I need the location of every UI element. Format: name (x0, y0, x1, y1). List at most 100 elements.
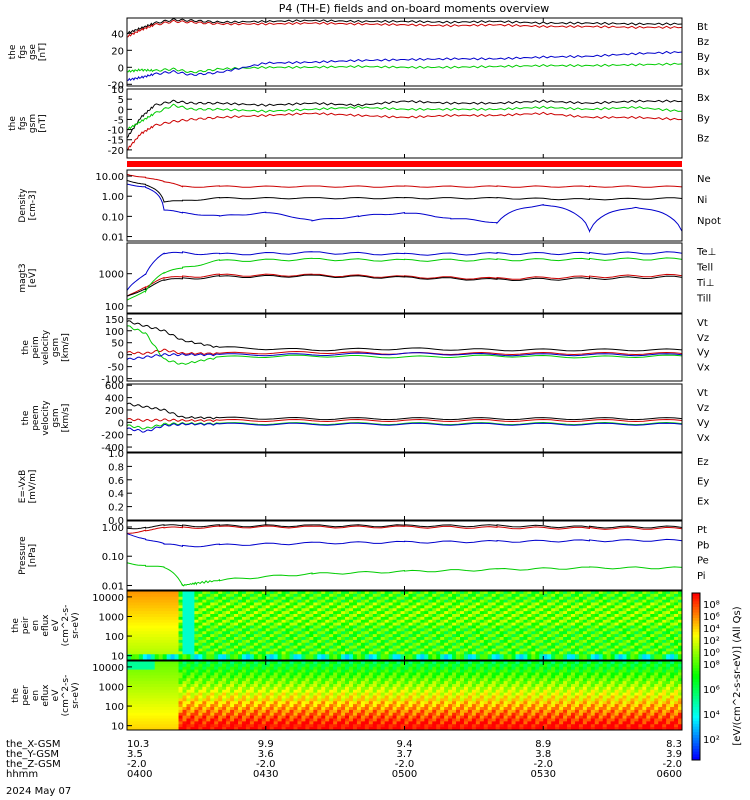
colorbar-tick: 10² (703, 636, 720, 647)
series-pressure-Pi (126, 533, 683, 548)
legend-Vx: Vx (697, 433, 710, 444)
y-tick-label: 5 (118, 95, 124, 106)
ephemeris-value: 3.6 (258, 749, 274, 760)
legend-Pe: Pe (697, 556, 709, 567)
y-tick-label: 600 (105, 381, 124, 392)
y-tick-label: -200 (101, 431, 124, 442)
y-tick-label: 0.8 (108, 462, 124, 473)
legend-Ti⊥: Ti⊥ (696, 278, 714, 289)
series-density-Ni (126, 180, 683, 203)
ephemeris-value: 0600 (657, 769, 682, 780)
y-tick-label: 400 (105, 394, 124, 405)
series-peem-Vt (126, 402, 683, 421)
y-tick-label: 1.00 (102, 523, 124, 534)
y-axis-label: Pressure (18, 536, 28, 575)
series-pressure-Pt (126, 524, 683, 530)
panel-pressure: 1.00 0.10 0.01 Pressure [nPa] Pt Pb Pe Pi (18, 520, 709, 592)
y-tick-label: 1000 (99, 612, 124, 623)
y-tick-label: 100 (105, 702, 124, 713)
legend-Ni: Ni (697, 195, 707, 206)
y-tick-label: 0.01 (102, 233, 124, 244)
date-label: 2024 May 07 (6, 786, 71, 797)
legend-Pb: Pb (697, 540, 709, 551)
legend-Bz: Bz (697, 134, 709, 145)
series-peem-Vx (126, 422, 683, 433)
colorbar-tick: 10⁴ (703, 710, 720, 721)
legend-Ne: Ne (697, 174, 711, 185)
panel-frame (126, 452, 683, 521)
heatmap-cells (127, 591, 683, 661)
y-axis-label: sr-eV) (71, 682, 81, 708)
y-axis-label: Density (18, 188, 28, 223)
y-tick-label: -15 (108, 136, 124, 147)
y-axis-label: the (21, 340, 31, 355)
y-tick-label: 1.0 (108, 449, 124, 460)
y-tick-label: -20 (108, 80, 124, 91)
y-tick-label: 10000 (92, 593, 124, 604)
legend-Te⊥: Te⊥ (696, 247, 716, 258)
panel-frame (126, 520, 683, 591)
legend-Ez: Ez (697, 457, 709, 468)
panel-peir: 10000 1000 100 10 the peir en eflux eV (cm^2-s-sr… (11, 590, 683, 663)
ephemeris-value: 0500 (392, 769, 417, 780)
legend-Ey: Ey (697, 477, 709, 488)
y-tick-label: 0.4 (108, 489, 124, 500)
figure-title: P4 (TH-E) fields and on-board moments ov… (279, 2, 550, 15)
y-tick-label: 0.0 (108, 516, 124, 527)
y-tick-label: 0.01 (102, 581, 124, 592)
y-tick-label: -10 (108, 126, 124, 137)
y-axis-label: gsm (28, 114, 38, 133)
y-axis-label: [cm-3] (28, 191, 38, 221)
y-tick-label: -5 (114, 115, 124, 126)
y-axis-label: [nT] (38, 114, 48, 132)
y-axis-label: [eV] (28, 269, 38, 288)
legend-Vz: Vz (697, 403, 709, 414)
y-tick-label: 10 (111, 722, 124, 733)
series-fgs-gse-Bx (126, 50, 683, 81)
ephemeris-row-label: the_Y-GSM (6, 749, 59, 760)
colorbar-tick: 10⁶ (703, 685, 720, 696)
ephemeris-value: 3.7 (397, 749, 413, 760)
y-axis-label: (cm^2-s- (61, 675, 71, 717)
series-fgs-gsm-Bx (126, 99, 683, 139)
y-axis-label: velocity (41, 329, 51, 365)
y-tick-label: 1000 (99, 682, 124, 693)
ephemeris-value: 0400 (127, 769, 152, 780)
legend-By: By (697, 113, 710, 124)
y-axis-label: en (31, 690, 41, 701)
ephemeris-value: -2.0 (533, 759, 553, 770)
y-axis-label: the (11, 688, 21, 703)
y-tick-label: 10.00 (95, 172, 124, 183)
legend-Vy: Vy (697, 348, 710, 359)
y-tick-label: 150 (105, 315, 124, 326)
legend-Ex: Ex (697, 496, 709, 507)
y-axis-label: [km/s] (61, 404, 71, 433)
colorbar-tick: 10⁰ (703, 648, 720, 659)
y-axis-label: the (8, 116, 18, 131)
panel-density: 10.00 1.00 0.10 0.01 Density [cm-3] Ne Ni Npot (18, 169, 721, 244)
series-fgs-gsm-By (126, 103, 683, 131)
ephemeris-value: 0530 (531, 769, 556, 780)
y-axis-label: E=-VxB (18, 470, 28, 504)
colorbar-tick: 10⁸ (703, 600, 720, 611)
y-tick-label: 100 (105, 632, 124, 643)
y-axis-label: the (11, 618, 21, 633)
y-tick-label: 100 (105, 302, 124, 313)
y-tick-label: 10 (111, 652, 124, 663)
y-tick-label: 0.10 (102, 552, 124, 563)
series-fgs-gse-Bt (126, 18, 683, 35)
series-fgs-gsm-Bz (126, 111, 683, 151)
y-axis-label: gsm (51, 338, 61, 357)
panel-efield: 1.0 0.8 0.6 0.4 0.2 0.0 E=-VxB [mV/m] Ez Ey Ex (18, 449, 709, 527)
y-axis-label: peer (21, 685, 31, 706)
y-axis-label: the (8, 44, 18, 59)
colorbar-tick: 10⁸ (703, 660, 720, 671)
legend-Pt: Pt (697, 525, 707, 536)
panel-frame (126, 313, 683, 382)
series-density-Npot (126, 183, 683, 234)
panel-temperature: 1000 100 magt3 [eV] Te⊥ Tell Ti⊥ Till (18, 242, 716, 314)
y-axis-label: velocity (41, 400, 51, 436)
